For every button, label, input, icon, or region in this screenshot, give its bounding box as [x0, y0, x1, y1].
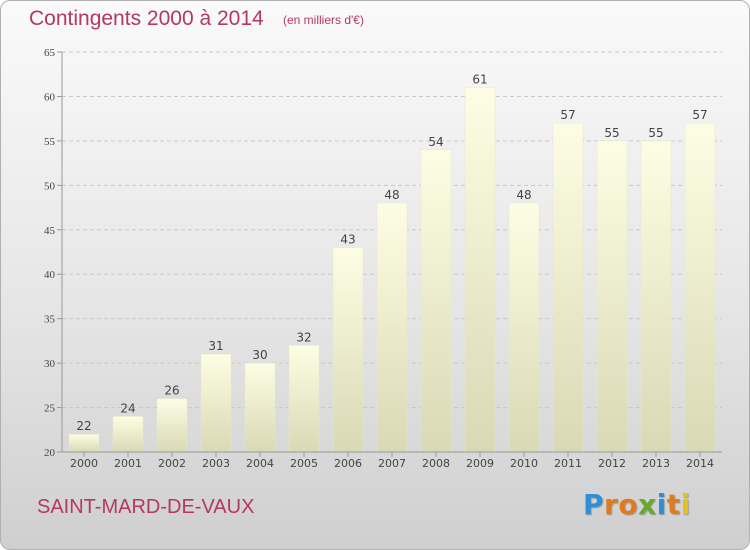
- bar-2004: [244, 362, 276, 453]
- bar-2014: [684, 122, 716, 453]
- y-tick-label: 45: [44, 225, 56, 237]
- bar-2013: [640, 140, 672, 453]
- data-label: 31: [208, 339, 223, 353]
- x-tick-label: 2009: [466, 457, 494, 470]
- bar-2001: [112, 416, 144, 453]
- y-tick-label: 30: [44, 358, 56, 370]
- data-label: 54: [428, 135, 443, 149]
- x-tick-label: 2001: [114, 457, 142, 470]
- x-tick-label: 2006: [334, 457, 362, 470]
- y-tick-label: 50: [44, 180, 56, 192]
- data-label: 24: [120, 401, 135, 415]
- y-tick-label: 25: [44, 403, 56, 415]
- x-tick-label: 2010: [510, 457, 538, 470]
- data-label: 57: [560, 108, 575, 122]
- x-tick-label: 2002: [158, 457, 186, 470]
- x-tick-label: 2007: [378, 457, 406, 470]
- bar-2012: [596, 140, 628, 453]
- bar-2010: [508, 202, 540, 453]
- bar-2008: [420, 149, 452, 453]
- data-label: 55: [604, 126, 619, 140]
- x-tick-label: 2003: [202, 457, 230, 470]
- bar-2002: [156, 398, 188, 453]
- logo-letter: r: [604, 488, 619, 521]
- logo-letter: x: [638, 488, 657, 521]
- bar-2007: [376, 202, 408, 453]
- labels: 20 25 30 35 40 45 50 55 60 65 2000 22 2001 24 2002 26 20…: [44, 47, 714, 470]
- x-tick-label: 2012: [598, 457, 626, 470]
- y-tick-label: 20: [44, 447, 56, 459]
- bar-2006: [332, 247, 364, 453]
- y-tick-label: 40: [44, 269, 56, 281]
- bar-2000: [68, 433, 100, 453]
- x-tick-label: 2011: [554, 457, 582, 470]
- logo-letter: t: [666, 488, 681, 521]
- bar-2005: [288, 345, 320, 453]
- data-label: 22: [76, 419, 91, 433]
- data-label: 30: [252, 348, 267, 362]
- y-tick-label: 60: [44, 91, 56, 103]
- logo-letter: o: [618, 488, 639, 521]
- x-tick-label: 2008: [422, 457, 450, 470]
- commune-name: SAINT-MARD-DE-VAUX: [37, 496, 255, 518]
- y-tick-label: 55: [44, 136, 56, 148]
- data-label: 55: [648, 126, 663, 140]
- bar-2009: [464, 87, 496, 453]
- logo-letter: P: [583, 488, 605, 521]
- chart-subtitle: (en milliers d'€): [283, 13, 364, 27]
- y-tick-label: 35: [44, 314, 56, 326]
- data-label: 57: [692, 108, 707, 122]
- chart-title: Contingents 2000 à 2014: [29, 7, 264, 30]
- data-label: 48: [516, 188, 531, 202]
- x-tick-label: 2005: [290, 457, 318, 470]
- logo-letter: i: [680, 488, 691, 521]
- x-tick-label: 2004: [246, 457, 274, 470]
- x-tick-label: 2014: [686, 457, 714, 470]
- bar-2003: [200, 353, 232, 453]
- x-tick-label: 2000: [70, 457, 98, 470]
- logo-letter: i: [656, 488, 667, 521]
- data-label: 61: [472, 73, 487, 87]
- proxiti-logo: Proxiti: [583, 488, 691, 521]
- data-label: 26: [164, 384, 179, 398]
- bars: [68, 87, 716, 453]
- y-tick-label: 65: [44, 47, 56, 59]
- data-label: 48: [384, 188, 399, 202]
- bar-2011: [552, 122, 584, 453]
- axes: [57, 51, 722, 457]
- data-label: 43: [340, 233, 355, 247]
- x-tick-label: 2013: [642, 457, 670, 470]
- data-label: 32: [296, 330, 311, 344]
